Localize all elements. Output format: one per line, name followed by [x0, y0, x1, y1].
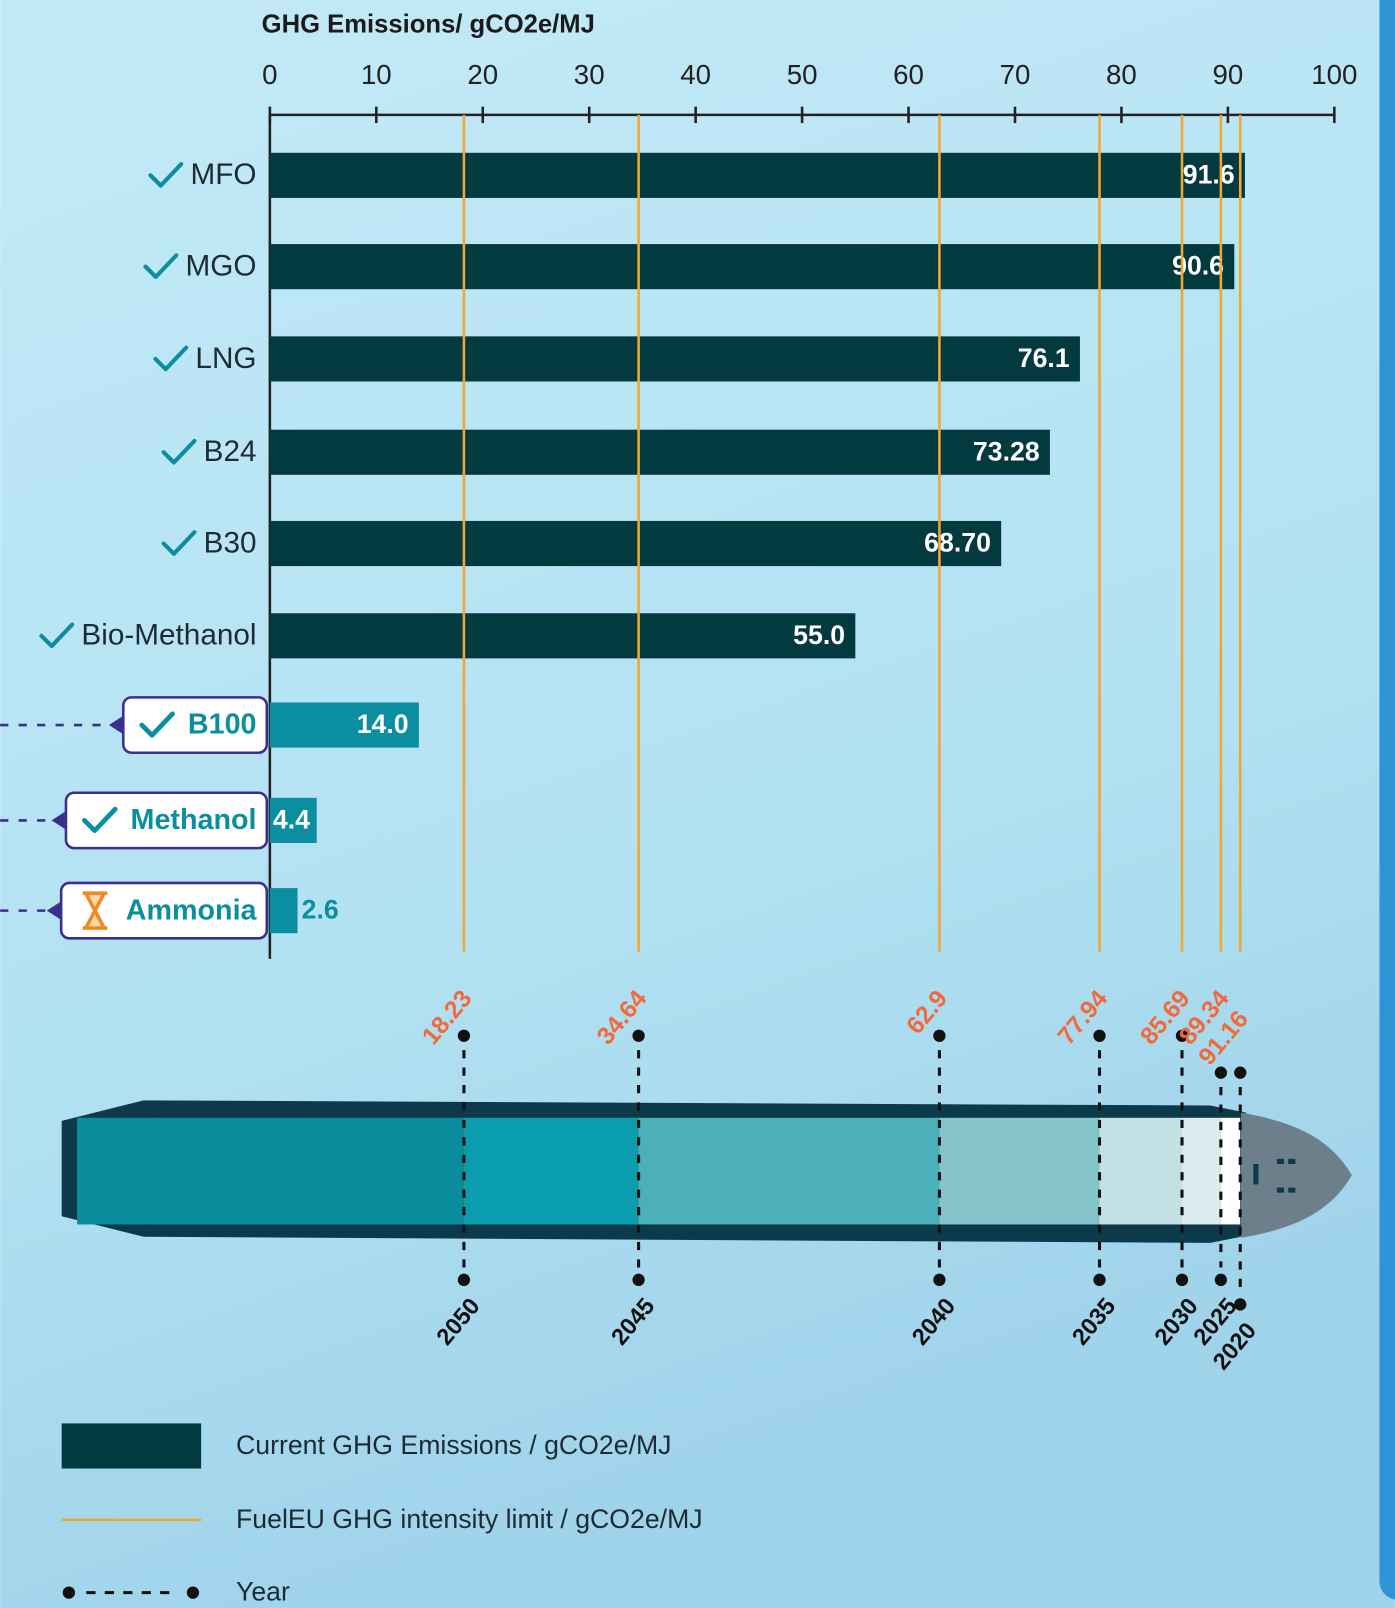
connector-arrow [46, 901, 62, 920]
year-dot [933, 1029, 946, 1042]
value-label: 2.6 [302, 895, 339, 925]
category-label: MGO [186, 250, 257, 283]
ship-section [1099, 1117, 1183, 1225]
category-label: B24 [204, 435, 257, 468]
year-dot [632, 1029, 645, 1042]
bar [269, 520, 1002, 567]
year-dot [457, 1273, 471, 1286]
ship-inner [77, 1117, 1241, 1225]
hourglass-icon [82, 891, 108, 930]
year-dot [1234, 1066, 1247, 1079]
check-icon [161, 530, 197, 556]
x-tick-label: 100 [1311, 59, 1357, 90]
year-dot [1214, 1066, 1228, 1079]
x-tick-label: 10 [361, 59, 392, 90]
year-dot [1093, 1029, 1106, 1042]
category-label: Bio-Methanol [81, 619, 256, 652]
bar [269, 888, 298, 934]
legend-dot [186, 1586, 200, 1599]
check-icon [161, 438, 197, 465]
connector-arrow [51, 811, 66, 830]
category-label: Methanol [131, 804, 257, 836]
check-icon [143, 253, 179, 279]
ship-section [939, 1117, 1100, 1225]
category-label: LNG [195, 342, 256, 375]
category-label: B30 [204, 526, 257, 559]
bow-mark [1288, 1158, 1296, 1164]
connector-arrow [108, 715, 124, 735]
value-label: 14.0 [357, 709, 409, 739]
category-label: Ammonia [126, 894, 258, 926]
value-label: 91.6 [1183, 159, 1235, 189]
ship-section [463, 1117, 639, 1225]
x-tick-label: 90 [1213, 59, 1244, 90]
legend-swatch [61, 1423, 202, 1469]
year-dot [1234, 1298, 1247, 1311]
bar [269, 336, 1080, 382]
x-tick-label: 20 [467, 59, 498, 90]
category-label: B100 [188, 709, 257, 741]
bow-mark [1253, 1163, 1259, 1185]
x-tick-label: 40 [680, 59, 711, 90]
value-label: 76.1 [1018, 343, 1070, 373]
x-tick-label: 50 [787, 59, 818, 90]
legend-label: Year [236, 1577, 290, 1607]
legend-label: FuelEU GHG intensity limit / gCO2e/MJ [236, 1504, 703, 1534]
x-tick-label: 30 [574, 59, 605, 90]
x-tick-label: 0 [262, 59, 277, 90]
value-label: 90.6 [1172, 251, 1224, 281]
year-dot [1214, 1273, 1228, 1286]
value-label: 4.4 [273, 804, 310, 834]
legend-label: Current GHG Emissions / gCO2e/MJ [236, 1430, 672, 1460]
category-label: MFO [190, 158, 256, 191]
bar [269, 613, 856, 659]
bar [269, 797, 317, 843]
axis-title: GHG Emissions/ gCO2e/MJ [262, 10, 595, 38]
year-dot [632, 1273, 645, 1286]
ship-section [1182, 1117, 1221, 1225]
ship-section [638, 1117, 940, 1225]
check-icon [39, 622, 75, 649]
legend-dot [62, 1586, 76, 1599]
year-dot [1093, 1273, 1106, 1286]
check-icon [153, 345, 189, 372]
bow-mark [1288, 1187, 1296, 1193]
year-dot [1175, 1029, 1189, 1042]
value-label: 55.0 [793, 620, 845, 650]
year-dot [457, 1029, 471, 1042]
side-strip [1379, 0, 1395, 1600]
year-dot [1175, 1273, 1189, 1286]
check-icon [82, 806, 118, 833]
ship-stern [77, 1117, 154, 1225]
bar [269, 152, 1245, 198]
ship-bow [1241, 1112, 1352, 1238]
bow-mark [1276, 1187, 1285, 1193]
bar [269, 702, 419, 748]
x-tick-label: 80 [1106, 59, 1137, 90]
x-tick-label: 60 [893, 59, 924, 90]
bow-mark [1276, 1158, 1285, 1164]
check-icon [139, 711, 175, 738]
bar [269, 244, 1235, 290]
value-label: 73.28 [973, 436, 1040, 466]
value-label: 68.70 [924, 528, 991, 558]
ship-section [1220, 1117, 1241, 1225]
x-tick-label: 70 [1000, 59, 1031, 90]
year-dot [933, 1273, 946, 1286]
bar [269, 429, 1050, 475]
check-icon [148, 162, 184, 188]
